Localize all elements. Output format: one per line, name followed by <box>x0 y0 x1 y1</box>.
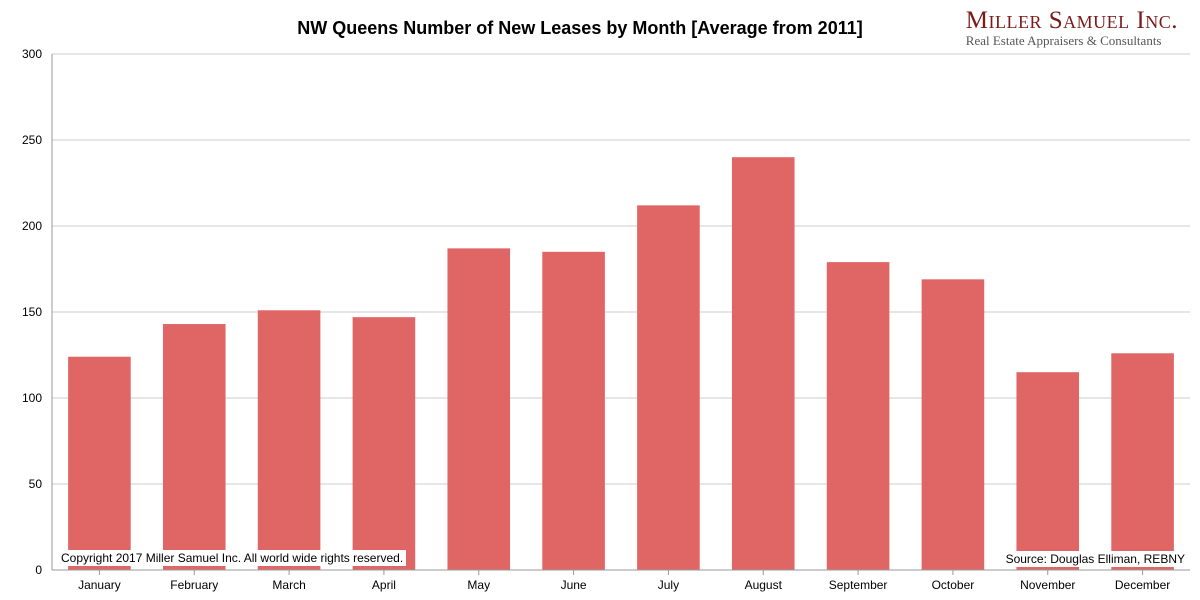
x-tick-label: May <box>467 578 490 592</box>
x-tick-label: October <box>932 578 975 592</box>
gridlines <box>52 53 1190 571</box>
x-tick-label: July <box>658 578 679 592</box>
chart-title: NW Queens Number of New Leases by Month … <box>297 18 863 38</box>
bar <box>826 262 890 570</box>
y-tick-label: 100 <box>22 391 42 405</box>
bar <box>731 157 795 570</box>
logo-tagline: Real Estate Appraisers & Consultants <box>965 33 1162 48</box>
bar <box>352 317 416 570</box>
bar <box>1111 353 1174 570</box>
x-tick-label: December <box>1115 578 1170 592</box>
x-tick-label: February <box>170 578 218 592</box>
company-logo: Miller Samuel Inc. Real Estate Appraiser… <box>966 8 1178 48</box>
x-tick-label: January <box>78 578 121 592</box>
y-tick-label: 300 <box>22 47 42 61</box>
bar <box>637 205 700 571</box>
bar <box>162 324 226 570</box>
y-tick-label: 250 <box>22 133 42 147</box>
bar <box>921 279 985 570</box>
x-tick-label: August <box>745 578 783 592</box>
logo-name: Miller Samuel Inc. <box>965 7 1178 34</box>
copyright-notice: Copyright 2017 Miller Samuel Inc. All wo… <box>58 550 407 566</box>
x-tick-label: April <box>372 578 396 592</box>
bar <box>447 248 511 571</box>
bar <box>257 310 321 570</box>
x-tick-label: March <box>272 578 305 592</box>
y-tick-label: 50 <box>29 477 43 491</box>
source-note: Source: Douglas Elliman, REBNY <box>1002 551 1188 567</box>
bar <box>542 251 605 571</box>
axes <box>51 54 1190 575</box>
x-tick-label: September <box>829 578 888 592</box>
bar <box>68 356 131 570</box>
bar <box>1016 372 1080 570</box>
bars <box>68 157 1174 571</box>
x-tick-label: June <box>561 578 587 592</box>
y-tick-label: 0 <box>35 563 42 577</box>
x-tick-label: November <box>1020 578 1075 592</box>
y-tick-label: 150 <box>22 305 42 319</box>
y-tick-label: 200 <box>22 219 42 233</box>
tick-labels: 0 50 100 150 200 250 300 January February March Ap… <box>22 47 1170 592</box>
